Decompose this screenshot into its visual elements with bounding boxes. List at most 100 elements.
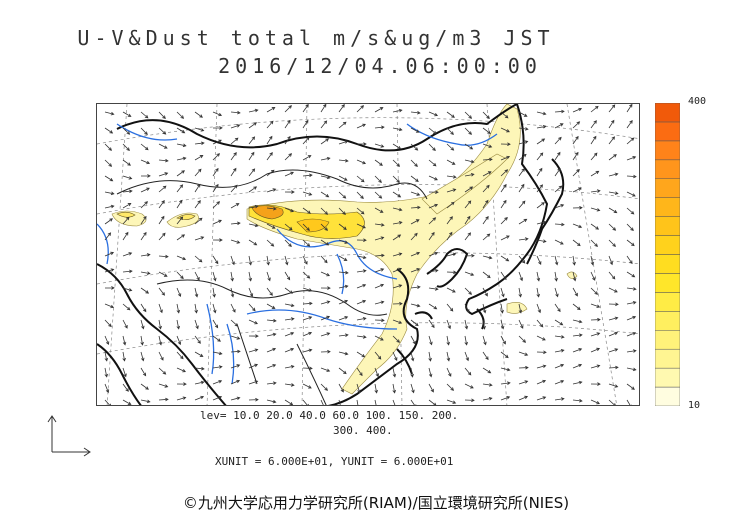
wind-arrow <box>158 383 169 388</box>
wind-arrow <box>122 399 132 405</box>
wind-arrow <box>626 271 636 278</box>
colorbar-swatch <box>655 367 680 388</box>
wind-arrow <box>590 152 598 161</box>
wind-arrow <box>428 319 435 329</box>
wind-arrow <box>320 156 331 161</box>
wind-arrow <box>374 236 385 241</box>
wind-arrow <box>212 351 223 356</box>
wind-arrow <box>194 319 199 330</box>
wind-arrow <box>356 269 367 273</box>
wind-arrow <box>104 159 113 167</box>
wind-arrow <box>608 302 619 307</box>
wind-arrow <box>554 255 559 266</box>
wind-arrow <box>554 239 564 245</box>
wind-arrow <box>554 204 565 209</box>
wind-arrow <box>374 351 382 360</box>
wind-arrow <box>554 303 561 313</box>
wind-arrow <box>356 351 366 358</box>
wind-arrow <box>392 175 401 183</box>
wind-arrow <box>608 191 619 195</box>
wind-arrow <box>500 396 511 401</box>
wind-arrow <box>302 287 313 292</box>
wind-arrow <box>122 175 133 180</box>
wind-arrow <box>140 399 151 404</box>
wind-arrow <box>518 237 529 241</box>
wind-arrow <box>338 175 348 181</box>
wind-arrow <box>104 268 115 273</box>
wind-arrow <box>410 143 419 151</box>
wind-arrow <box>464 159 475 164</box>
wind-arrow <box>248 303 256 312</box>
wind-arrow <box>356 159 367 165</box>
wind-arrow <box>194 127 205 132</box>
wind-arrow <box>410 219 420 225</box>
wind-arrow <box>590 271 596 281</box>
wind-arrow <box>194 155 204 161</box>
wind-arrow <box>464 287 473 295</box>
wind-arrow <box>572 287 578 297</box>
wind-arrow <box>392 207 403 212</box>
wind-arrow <box>230 184 238 193</box>
wind-arrow <box>338 191 347 199</box>
wind-arrow <box>464 186 474 193</box>
wind-arrow <box>374 335 384 341</box>
wind-arrow <box>482 351 489 361</box>
wind-arrow <box>572 107 583 113</box>
wind-arrow <box>572 121 581 129</box>
wind-arrow <box>194 351 204 357</box>
wind-arrow <box>410 159 418 168</box>
wind-arrow <box>590 303 601 308</box>
wind-arrow <box>374 207 384 213</box>
wind-arrow <box>608 348 619 353</box>
colorbar-swatch <box>655 273 680 293</box>
wind-arrow <box>104 286 115 290</box>
wind-arrow <box>320 367 331 372</box>
wind-arrow <box>230 287 235 298</box>
wind-arrow <box>176 287 182 298</box>
wind-arrow <box>356 316 367 321</box>
wind-arrow <box>158 319 162 330</box>
wind-arrow <box>266 152 273 161</box>
wind-arrow <box>572 333 583 337</box>
wind-arrow <box>140 271 151 275</box>
wind-arrow <box>176 216 184 225</box>
wind-arrow <box>230 379 241 385</box>
wind-arrow <box>590 332 601 337</box>
wind-arrow <box>374 107 384 113</box>
wind-arrow <box>518 351 529 356</box>
wind-arrow <box>230 110 241 115</box>
wind-arrow <box>104 175 114 182</box>
wind-arrow <box>518 127 529 131</box>
wind-arrow <box>626 174 637 179</box>
map-timestamp: 2016/12/04.06:00:00 <box>218 54 542 78</box>
contour-levels-line1: lev= 10.0 20.0 40.0 60.0 100. 150. 200. <box>200 409 459 422</box>
wind-arrow <box>176 351 184 360</box>
map-title: U-V&Dust total m/s&ug/m3 JST <box>77 26 555 50</box>
wind-arrow <box>266 135 273 145</box>
wind-arrow <box>554 167 561 177</box>
wind-arrow <box>572 151 579 161</box>
wind-arrow <box>212 287 216 298</box>
wind-arrow <box>356 399 359 405</box>
wind-arrow <box>284 303 295 308</box>
wind-arrow <box>626 104 633 113</box>
wind-arrow <box>284 399 294 405</box>
wind-arrow <box>590 347 601 353</box>
wind-arrow <box>212 335 221 342</box>
wind-arrow <box>410 127 420 133</box>
wind-arrow <box>500 367 511 372</box>
wind-arrow <box>212 365 223 369</box>
wind-arrow <box>446 319 451 330</box>
wind-arrow <box>446 216 453 225</box>
dust-forecast-map <box>96 103 640 406</box>
wind-arrow <box>464 127 473 135</box>
wind-arrow <box>428 175 438 181</box>
wind-arrow <box>140 143 149 151</box>
wind-arrow <box>572 187 582 193</box>
wind-arrow <box>158 303 163 314</box>
wind-arrow <box>536 271 541 282</box>
wind-arrow <box>464 232 472 241</box>
wind-arrow <box>500 235 510 241</box>
wind-arrow <box>248 186 258 193</box>
wind-arrow <box>446 231 453 241</box>
